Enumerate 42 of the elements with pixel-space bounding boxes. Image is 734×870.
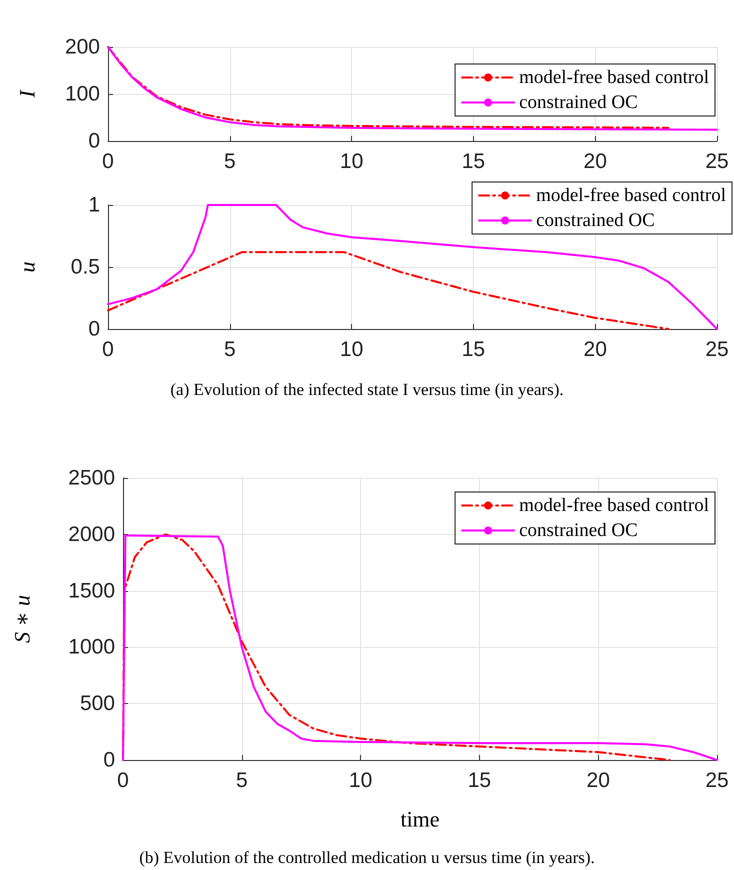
y-axis-title: I [14, 88, 40, 99]
x-tick-label: 20 [584, 150, 607, 173]
x-tick-label: 20 [586, 769, 610, 792]
y-tick-label: 100 [64, 82, 100, 106]
x-tick-label: 10 [340, 338, 364, 361]
y-tick-label: 200 [64, 36, 100, 58]
y-tick-label: 2500 [68, 466, 115, 490]
x-tick-label: 15 [462, 150, 486, 173]
x-tick-label: 25 [705, 338, 729, 361]
x-tick-label: 10 [348, 769, 372, 792]
text: (b) Evolution of the controlled medication u versus time (in years). [139, 848, 595, 867]
legend-label: constrained OC [519, 520, 638, 541]
y-tick-label: 2000 [68, 522, 115, 546]
y-tick-label: 0 [88, 318, 100, 340]
y-tick-label: 1000 [68, 636, 115, 659]
text: (a) Evolution of the infected state I versus time (in years). [170, 380, 564, 399]
x-tick-label: 5 [224, 150, 236, 173]
x-tick-label: 25 [705, 150, 729, 173]
legend-label: model-free based control [519, 67, 710, 88]
y-tick-label: 1500 [68, 579, 115, 602]
x-tick-label: 0 [117, 769, 129, 792]
x-tick-label: 10 [340, 150, 364, 173]
legend-label: model-free based control [519, 495, 710, 516]
line-series [107, 251, 670, 330]
x-tick-label: 15 [468, 769, 492, 792]
x-tick-label: 5 [236, 769, 248, 792]
x-tick-label: 20 [584, 338, 607, 361]
y-tick-label: 1 [88, 194, 100, 216]
y-tick-label: 500 [80, 692, 115, 716]
y-axis-title: S ∗ u [10, 595, 34, 643]
line-series [107, 204, 718, 330]
y-axis-title: u [14, 262, 40, 272]
legend-label: constrained OC [536, 210, 655, 231]
x-tick-label: 15 [462, 338, 486, 361]
y-tick-label: 0 [103, 748, 115, 772]
legend-label: model-free based control [536, 185, 726, 206]
x-tick-label: 25 [705, 769, 729, 792]
legend-label: constrained OC [519, 92, 638, 113]
y-tick-label: 0 [88, 130, 100, 152]
x-tick-label: 5 [224, 338, 236, 361]
x-axis-title: time [400, 806, 440, 832]
y-tick-label: 0.5 [70, 256, 100, 278]
